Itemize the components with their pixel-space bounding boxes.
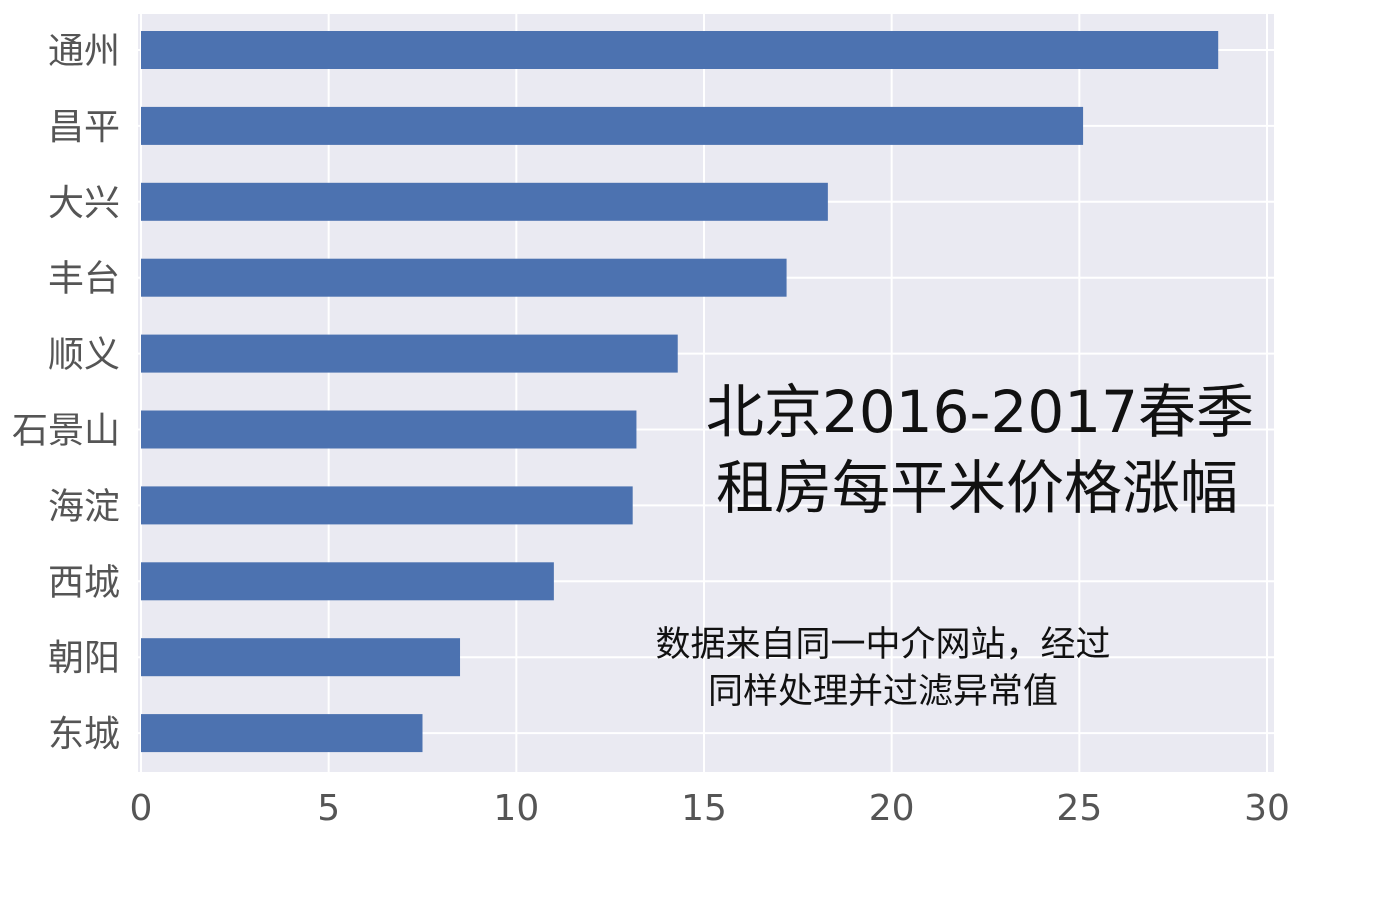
bar [141,31,1219,69]
annotation-note-line-2: 同样处理并过滤异常值 [708,672,1058,712]
x-tick-label: 25 [1056,788,1102,829]
x-tick-label: 10 [493,788,539,829]
bar [141,714,423,753]
category-label: 东城 [48,714,120,755]
category-label: 顺义 [48,335,120,376]
x-tick-label: 30 [1244,788,1290,829]
x-tick-label: 15 [681,788,727,829]
category-label: 朝阳 [48,638,120,679]
category-label: 西城 [48,562,120,603]
bar [141,410,637,449]
category-label: 大兴 [48,183,120,224]
category-label: 海淀 [48,486,120,527]
annotation-note-line-1: 数据来自同一中介网站，经过 [655,625,1110,665]
bar [141,106,1084,145]
category-label: 昌平 [48,107,120,148]
x-tick-label: 0 [130,788,153,829]
annotation-title-line-2: 租房每平米价格涨幅 [716,454,1238,522]
x-tick-labels: 0 5 10 15 20 25 30 [130,788,1290,829]
bar [141,562,554,601]
bar [141,486,633,525]
x-tick-label: 5 [317,788,340,829]
bar [141,334,678,373]
bars [141,31,1219,753]
bar [141,258,787,297]
x-tick-label: 20 [869,788,915,829]
annotation-title-line-1: 北京2016-2017春季 [706,378,1254,446]
bar [141,638,461,677]
bar [141,182,828,221]
category-label: 丰台 [48,259,120,300]
category-label: 石景山 [12,411,120,452]
category-label: 通州 [48,31,120,72]
